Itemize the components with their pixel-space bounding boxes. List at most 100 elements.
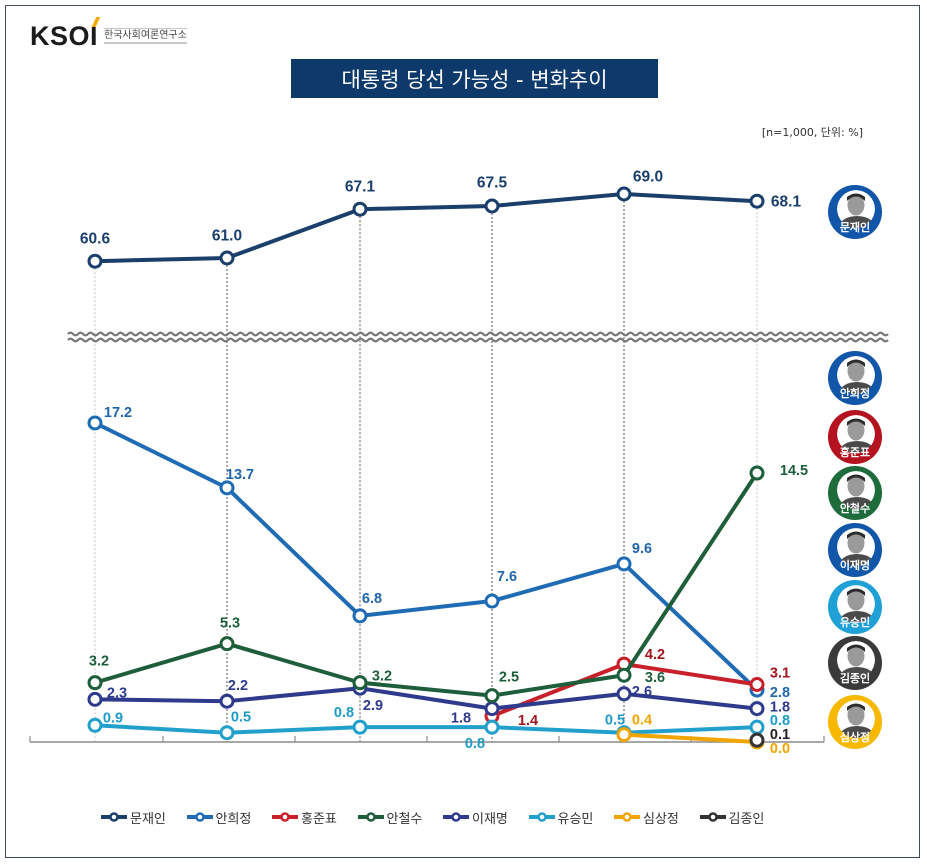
data-label: 1.8 [770, 700, 790, 716]
data-label: 0.5 [605, 713, 625, 729]
data-point [219, 480, 235, 496]
legend-item-lee-jae-myung: 이재명 [442, 808, 528, 827]
legend-line-marker-icon [528, 812, 555, 822]
series-line-lee-jae-myung [94, 686, 758, 711]
legend-item-kim-chong-in: 김종인 [699, 808, 785, 827]
legend-label: 김종인 [728, 811, 765, 827]
data-label: 14.5 [780, 463, 808, 479]
portrait-badge: 안희정 [828, 351, 882, 405]
portrait-badge: 유승민 [828, 580, 882, 634]
legend-label: 홍준표 [301, 811, 337, 827]
legend-label: 문재인 [130, 811, 166, 827]
legend-item-ahn-hee-jung: 안희정 [186, 808, 272, 827]
portrait-badge: 심상정 [828, 695, 882, 749]
data-point [616, 727, 632, 743]
data-label: 6.8 [362, 591, 382, 607]
data-label: 0.9 [103, 710, 123, 726]
portrait-badge: 문재인 [828, 185, 882, 239]
person-photo-icon [837, 641, 875, 679]
series-kim-chong-in [749, 732, 765, 748]
logo-org-name: 한국사회여론연구소 [104, 28, 187, 44]
series-line-ahn-cheol-soo [94, 471, 759, 698]
data-point [87, 415, 103, 431]
person-photo-icon [837, 528, 875, 566]
legend: 문재인 안희정 홍준표 안철수 이재명 유승민 심상정 김종인 [100, 808, 785, 827]
legend-label: 이재명 [472, 811, 508, 827]
series-line-ahn-hee-jung [94, 421, 759, 692]
data-point [616, 686, 632, 702]
data-label: 0.8 [770, 713, 790, 729]
legend-line-marker-icon [443, 812, 469, 822]
data-point [484, 701, 500, 717]
person-photo-icon [837, 190, 875, 228]
data-point [484, 719, 500, 735]
series-line-sim-sang-jung [623, 732, 758, 744]
logo-mark: KSOI [30, 16, 101, 50]
data-label: 2.9 [363, 698, 383, 714]
legend-line-marker-icon [699, 812, 726, 822]
legend-item-moon-jae-in: 문재인 [100, 808, 186, 827]
legend-label: 안철수 [386, 811, 423, 827]
sample-note: [n=1,000, 단위: %] [761, 126, 863, 139]
data-point [352, 719, 368, 735]
data-label: 2.3 [107, 685, 127, 701]
legend-item-yoo-seong-min: 유승민 [528, 808, 614, 827]
data-point [616, 186, 632, 202]
data-label: 13.7 [226, 467, 254, 483]
legend-item-ahn-cheol-soo: 안철수 [357, 808, 443, 827]
data-point [219, 250, 235, 266]
portrait-name: 안철수 [840, 501, 870, 515]
data-label: 0.8 [334, 705, 354, 721]
axis-break-wave [67, 331, 889, 343]
break-wave-line [67, 337, 889, 343]
legend-line-marker-icon [272, 812, 298, 822]
data-point [87, 675, 103, 691]
data-point [484, 198, 500, 214]
data-point [749, 676, 765, 692]
legend-label: 유승민 [557, 811, 594, 827]
data-point [352, 675, 368, 691]
ksoi-logo: KSOI 한국사회여론연구소 [30, 16, 187, 51]
portrait-name: 김종인 [840, 671, 870, 685]
data-label: 2.5 [499, 670, 519, 686]
data-point [87, 691, 103, 707]
data-label: 67.5 [477, 175, 508, 192]
data-label: 4.2 [645, 647, 665, 663]
data-point [352, 201, 368, 217]
break-wave-line [67, 331, 889, 337]
data-label: 68.1 [771, 194, 802, 211]
data-label: 3.6 [645, 670, 665, 686]
data-label: 17.2 [104, 405, 132, 421]
data-label: 2.6 [632, 684, 652, 700]
data-label: 69.0 [633, 169, 663, 186]
data-point [616, 667, 632, 683]
legend-item-sim-sang-jung: 심상정 [613, 808, 699, 827]
legend-item-hong-joon-pyo: 홍준표 [271, 808, 357, 827]
series-group [87, 186, 765, 750]
legend-line-marker-icon [101, 812, 127, 822]
x-axis [29, 736, 825, 743]
data-point [484, 593, 500, 609]
data-label: 2.8 [770, 685, 790, 701]
data-label: 0.0 [770, 741, 790, 757]
portrait-name: 홍준표 [840, 445, 870, 459]
series-line-moon-jae-in [94, 192, 758, 264]
portrait-badge: 이재명 [828, 523, 882, 577]
portrait-name: 유승민 [840, 615, 870, 629]
portrait-name: 안희정 [840, 386, 870, 400]
legend-line-marker-icon [357, 812, 384, 822]
person-photo-icon [837, 356, 875, 394]
data-label: 0.5 [231, 710, 251, 726]
chart-title: 대통령 당선 가능성 - 변화추이 [291, 59, 658, 98]
data-label: 0.8 [465, 736, 485, 752]
guide-lines [94, 201, 758, 742]
portrait-name: 이재명 [840, 558, 870, 572]
legend-label: 안희정 [215, 811, 252, 827]
data-point [219, 725, 235, 741]
legend-line-marker-icon [614, 812, 640, 822]
data-point [749, 719, 765, 735]
data-point [749, 732, 765, 748]
chart-title-text: 대통령 당선 가능성 - 변화추이 [341, 67, 608, 92]
data-point [219, 636, 235, 652]
portrait-badge: 홍준표 [828, 410, 882, 464]
